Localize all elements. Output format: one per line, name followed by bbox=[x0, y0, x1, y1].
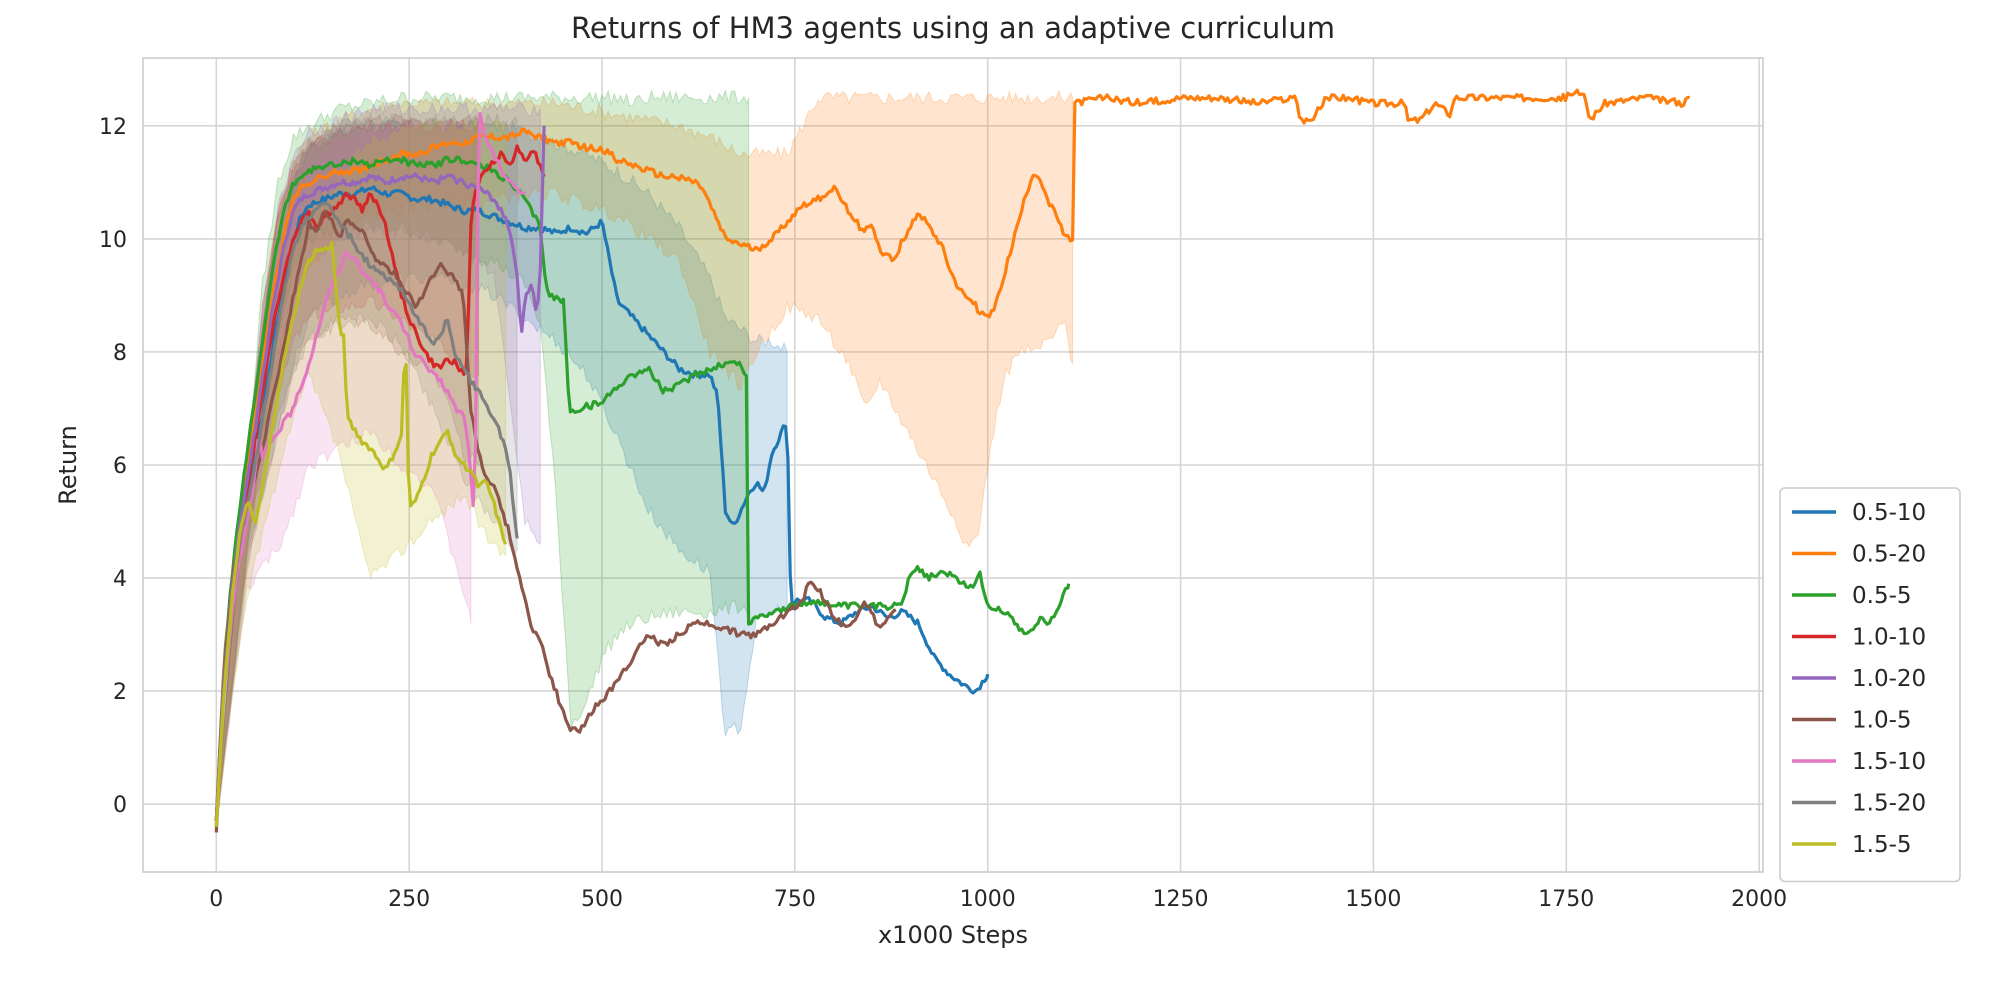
legend-box bbox=[1779, 487, 1961, 883]
x-tick-label: 500 bbox=[581, 887, 623, 912]
line-1.5-5 bbox=[214, 240, 508, 827]
grid bbox=[143, 58, 1763, 872]
band-1.5-20 bbox=[215, 112, 518, 827]
x-tick-label: 1750 bbox=[1538, 887, 1594, 912]
x-tick-label: 2000 bbox=[1731, 887, 1787, 912]
x-tick-label: 1000 bbox=[960, 887, 1016, 912]
line-0.5-5 bbox=[214, 155, 1071, 822]
legend-label-0.5-20: 0.5-20 bbox=[1852, 542, 1926, 568]
y-tick-label: 6 bbox=[113, 454, 127, 479]
y-tick-label: 8 bbox=[113, 341, 127, 366]
legend-label-1.0-10: 1.0-10 bbox=[1852, 625, 1926, 651]
y-tick-label: 12 bbox=[99, 115, 127, 140]
legend-label-0.5-5: 0.5-5 bbox=[1852, 583, 1912, 609]
line-0.5-20 bbox=[214, 88, 1691, 822]
legend-label-1.0-20: 1.0-20 bbox=[1852, 666, 1926, 692]
series-lines bbox=[214, 88, 1691, 833]
x-tick-label: 1500 bbox=[1345, 887, 1401, 912]
plot-frame bbox=[142, 57, 1764, 873]
legend-label-1.5-10: 1.5-10 bbox=[1852, 749, 1926, 775]
line-1.0-5 bbox=[214, 209, 897, 833]
legend-label-1.0-5: 1.0-5 bbox=[1852, 708, 1912, 734]
x-tick-label: 0 bbox=[209, 887, 223, 912]
line-1.0-10 bbox=[214, 144, 546, 822]
legend: 0.5-10 0.5-20 0.5-5 1.0-10 1.0-20 1.0-5 1.5-10… bbox=[1779, 487, 1961, 883]
line-1.0-20 bbox=[214, 125, 546, 822]
line-1.5-20 bbox=[214, 202, 519, 827]
x-tick-label: 250 bbox=[388, 887, 430, 912]
x-tick-label: 750 bbox=[774, 887, 816, 912]
y-tick-label: 0 bbox=[113, 793, 127, 818]
y-axis-label: Return bbox=[54, 425, 82, 505]
y-tick-label: 2 bbox=[113, 680, 127, 705]
y-tick-label: 10 bbox=[99, 228, 127, 253]
y-tick-label: 4 bbox=[113, 567, 127, 592]
legend-label-1.5-20: 1.5-20 bbox=[1852, 791, 1926, 817]
legend-label-0.5-10: 0.5-10 bbox=[1852, 500, 1926, 526]
chart-title: Returns of HM3 agents using an adaptive … bbox=[571, 11, 1335, 45]
x-axis-label: x1000 Steps bbox=[878, 921, 1028, 949]
x-tick-label: 1250 bbox=[1153, 887, 1209, 912]
tick-labels: 0 250 500 750 1000 1250 1500 1750 2000 0 2 4 6 8 10 12 bbox=[99, 115, 1787, 912]
band-0.5-5 bbox=[215, 88, 750, 822]
legend-label-1.5-5: 1.5-5 bbox=[1852, 832, 1912, 858]
